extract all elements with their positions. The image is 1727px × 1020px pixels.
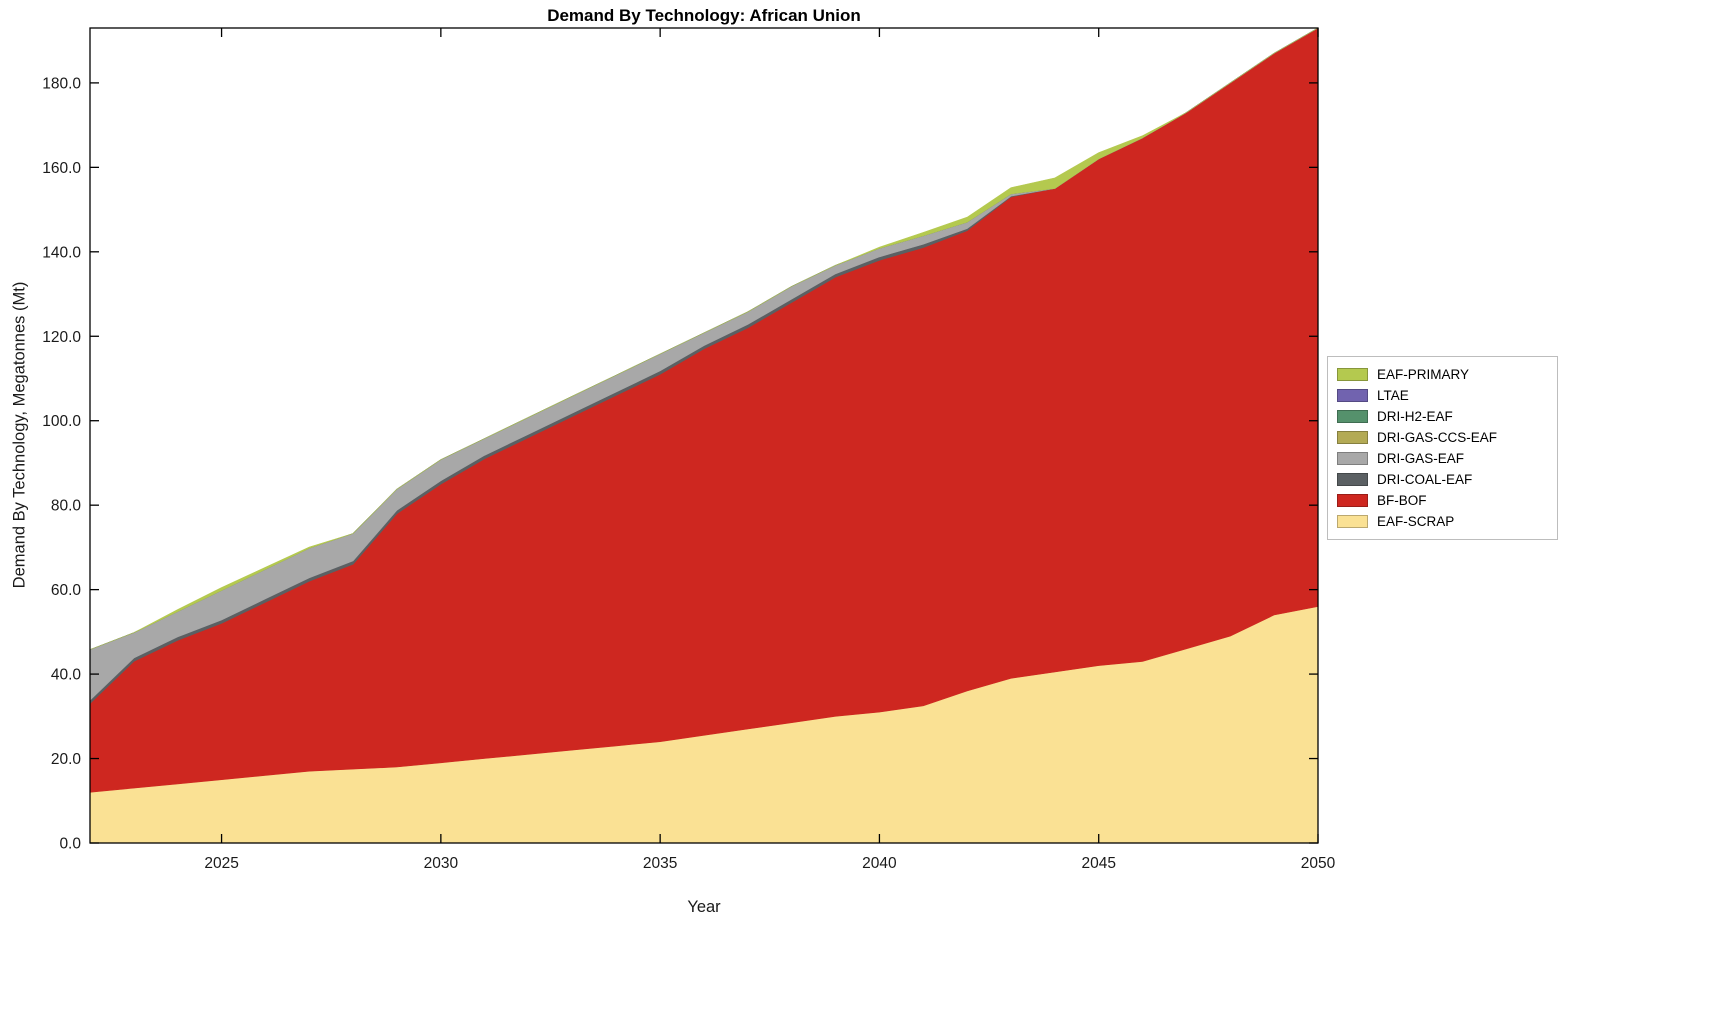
x-tick-label: 2050 [1301,855,1336,872]
x-tick-label: 2045 [1081,855,1115,872]
x-tick-label: 2025 [204,855,238,872]
legend-item-DRI-GAS-CCS-EAF: DRI-GAS-CCS-EAF [1337,427,1549,448]
y-tick-label: 20.0 [51,751,82,768]
legend-swatch-BF-BOF [1337,494,1368,507]
legend-label: DRI-GAS-CCS-EAF [1377,430,1498,445]
y-tick-label: 180.0 [42,75,81,92]
y-tick-label: 140.0 [42,244,81,261]
legend-label: LTAE [1377,388,1409,403]
x-tick-label: 2040 [862,855,897,872]
legend: EAF-PRIMARY LTAE DRI-H2-EAF DRI-GAS-CCS-EAF… [1327,356,1558,540]
y-tick-label: 120.0 [42,329,81,346]
legend-item-DRI-COAL-EAF: DRI-COAL-EAF [1337,469,1549,490]
legend-swatch-DRI-GAS-CCS-EAF [1337,431,1368,444]
legend-item-DRI-H2-EAF: DRI-H2-EAF [1337,406,1549,427]
legend-item-EAF-PRIMARY: EAF-PRIMARY [1337,364,1549,385]
y-tick-label: 60.0 [51,582,82,599]
legend-swatch-DRI-GAS-EAF [1337,452,1368,465]
legend-item-BF-BOF: BF-BOF [1337,490,1549,511]
legend-item-LTAE: LTAE [1337,385,1549,406]
legend-label: DRI-H2-EAF [1377,409,1453,424]
legend-label: BF-BOF [1377,493,1427,508]
legend-swatch-DRI-H2-EAF [1337,410,1368,423]
chart-title: Demand By Technology: African Union [547,6,861,25]
legend-label: DRI-GAS-EAF [1377,451,1465,466]
x-tick-label: 2035 [643,855,677,872]
legend-label: EAF-SCRAP [1377,514,1455,529]
x-tick-label: 2030 [424,855,459,872]
legend-swatch-EAF-PRIMARY [1337,368,1368,381]
y-tick-label: 160.0 [42,160,81,177]
y-tick-label: 100.0 [42,413,81,430]
legend-swatch-EAF-SCRAP [1337,515,1368,528]
x-axis-label: Year [687,898,721,916]
legend-label: EAF-PRIMARY [1377,367,1470,382]
legend-swatch-DRI-COAL-EAF [1337,473,1368,486]
y-tick-label: 40.0 [51,667,82,684]
axes-box [89,27,1319,844]
y-tick-label: 80.0 [51,498,82,515]
y-tick-label: 0.0 [59,836,81,853]
legend-item-EAF-SCRAP: EAF-SCRAP [1337,511,1549,532]
legend-label: DRI-COAL-EAF [1377,472,1473,487]
legend-item-DRI-GAS-EAF: DRI-GAS-EAF [1337,448,1549,469]
legend-swatch-LTAE [1337,389,1368,402]
